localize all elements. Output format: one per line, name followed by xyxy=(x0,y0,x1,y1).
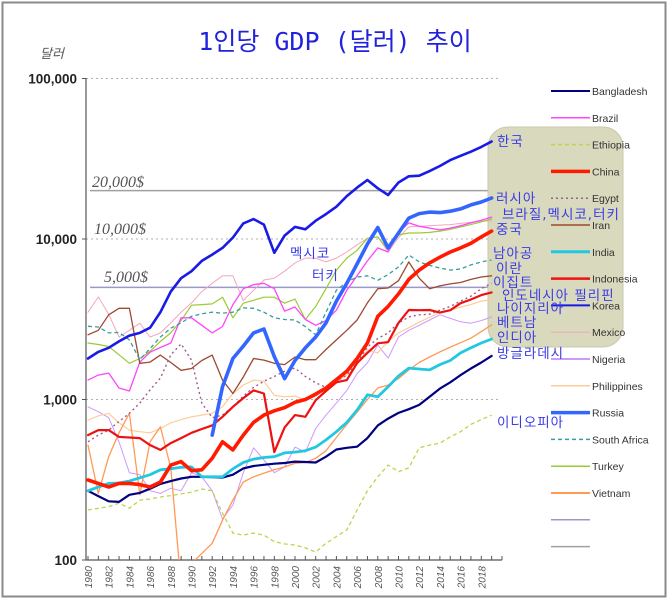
annotation-label: 이란 xyxy=(496,261,523,277)
series-line-nigeria xyxy=(87,314,493,520)
gridlines xyxy=(86,78,500,400)
chart-title: 1인당 GDP (달러) 추이 xyxy=(198,27,471,56)
legend-label: Philippines xyxy=(592,381,643,393)
x-tick-label: 1994 xyxy=(229,566,240,589)
legend-item: Russia xyxy=(551,408,624,420)
series-line-vietnam xyxy=(87,324,493,560)
annotation-label: 인디아 xyxy=(497,330,537,346)
legend-item: Egypt xyxy=(551,193,619,205)
x-tick-label: 1980 xyxy=(84,566,95,589)
legend-label: Indonesia xyxy=(592,274,638,286)
y-tick-label: 1,000 xyxy=(43,393,77,408)
x-tick-label: 1992 xyxy=(208,566,219,589)
x-tick-label: 2002 xyxy=(312,566,323,590)
legend-item: Iran xyxy=(551,220,610,232)
legend: Bangladesh Brazil Ethiopia China Egypt Iran In… xyxy=(551,86,649,548)
x-tick-label: 1982 xyxy=(105,566,116,589)
series-line-ethiopia xyxy=(87,414,492,553)
annotation-label: 멕시코 xyxy=(290,246,330,262)
series-line-egypt xyxy=(87,282,492,443)
x-tick-label: 2006 xyxy=(353,566,364,590)
x-tick-label: 2016 xyxy=(457,566,468,590)
legend-label: Mexico xyxy=(592,327,625,339)
reference-lines: 20,000$ 10,000$ 5,000$ xyxy=(90,174,500,289)
legend-item: China xyxy=(551,166,620,178)
series-line-russia xyxy=(210,196,494,437)
annotation-label: 한국 xyxy=(497,134,524,150)
annotation-label: 베트남 xyxy=(497,315,537,331)
axes: 100,000 10,000 1,000 100 1980 1982 1984 1986 198… xyxy=(28,72,503,590)
x-tick-label: 2014 xyxy=(436,566,447,590)
legend-item: Mexico xyxy=(551,327,625,339)
annotation-label: 이디오피아 xyxy=(497,415,564,431)
legend-item: Brazil xyxy=(551,113,618,125)
annotation-label: 이집트 xyxy=(493,275,533,291)
legend-item: Indonesia xyxy=(551,274,638,286)
x-tick-label: 2010 xyxy=(395,566,406,590)
legend-label: Nigeria xyxy=(592,354,625,366)
series-line-iran xyxy=(87,261,493,395)
legend-item: India xyxy=(551,247,615,259)
annotation-box xyxy=(487,126,624,348)
reference-line-label: 20,000$ xyxy=(92,174,144,191)
series-line-south-africa xyxy=(87,254,492,361)
series-line-turkey xyxy=(87,218,493,364)
reference-line-label: 5,000$ xyxy=(104,269,148,286)
x-tick-label: 1986 xyxy=(146,566,157,589)
legend-label: India xyxy=(592,247,615,259)
x-tick-label: 2018 xyxy=(477,566,488,590)
legend-label: Ethiopia xyxy=(592,140,630,152)
x-tick-label: 1990 xyxy=(188,566,199,589)
annotation-label: 러시아 xyxy=(496,191,536,207)
legend-item: South Africa xyxy=(551,434,649,446)
legend-label: Korea xyxy=(592,300,620,312)
x-tick-label: 2012 xyxy=(415,566,426,590)
legend-item: Ethiopia xyxy=(551,140,630,152)
legend-item: Nigeria xyxy=(551,354,625,366)
series-line-china xyxy=(86,229,494,489)
legend-label: Turkey xyxy=(592,461,624,473)
legend-item: Bangladesh xyxy=(551,86,648,98)
x-tick-label: 1996 xyxy=(250,566,261,589)
x-tick-label: 2008 xyxy=(374,566,385,590)
y-tick-label: 100,000 xyxy=(28,72,77,87)
series-line-philippines xyxy=(87,298,493,434)
annotation-label: 나이지리아 xyxy=(497,301,564,317)
legend-label: Vietnam xyxy=(592,488,631,500)
legend-label: South Africa xyxy=(592,434,649,446)
legend-item: Philippines xyxy=(551,381,643,393)
legend-item: Korea xyxy=(551,300,620,312)
legend-label: Bangladesh xyxy=(592,86,648,98)
y-axis-unit-label: 달러 xyxy=(40,47,65,62)
legend-item: Turkey xyxy=(551,461,624,473)
annotation-label: 방글라데시 xyxy=(497,346,564,362)
y-tick-label: 10,000 xyxy=(36,232,77,247)
x-tick-label: 2000 xyxy=(291,566,302,590)
series-line-indonesia xyxy=(86,291,493,454)
legend-label: China xyxy=(592,166,620,178)
annotation-label: 브라질,멕시코,터키 xyxy=(502,207,620,223)
reference-line-label: 10,000$ xyxy=(94,221,146,238)
annotation-label: 중국 xyxy=(496,222,523,238)
legend-label: Brazil xyxy=(592,113,618,125)
legend-label: Egypt xyxy=(592,193,619,205)
series-line-mexico xyxy=(87,220,493,338)
y-tick-label: 100 xyxy=(54,553,77,568)
x-tick-label: 1998 xyxy=(270,566,281,589)
legend-item: Vietnam xyxy=(551,488,631,500)
series-line-korea xyxy=(86,140,493,360)
legend-label: Russia xyxy=(592,408,624,420)
legend-label: Iran xyxy=(592,220,610,232)
x-tick-label: 1984 xyxy=(125,566,136,589)
annotation-label: 터키 xyxy=(312,268,339,284)
series-line-india xyxy=(86,337,493,493)
x-tick-label: 1988 xyxy=(167,566,178,589)
series-lines xyxy=(86,140,494,560)
annotation-label: 남아공 xyxy=(493,246,533,262)
series-line-brazil xyxy=(87,216,493,392)
annotation-label: 인도네시아 필리핀 xyxy=(502,288,615,304)
x-tick-label: 2004 xyxy=(332,566,343,590)
